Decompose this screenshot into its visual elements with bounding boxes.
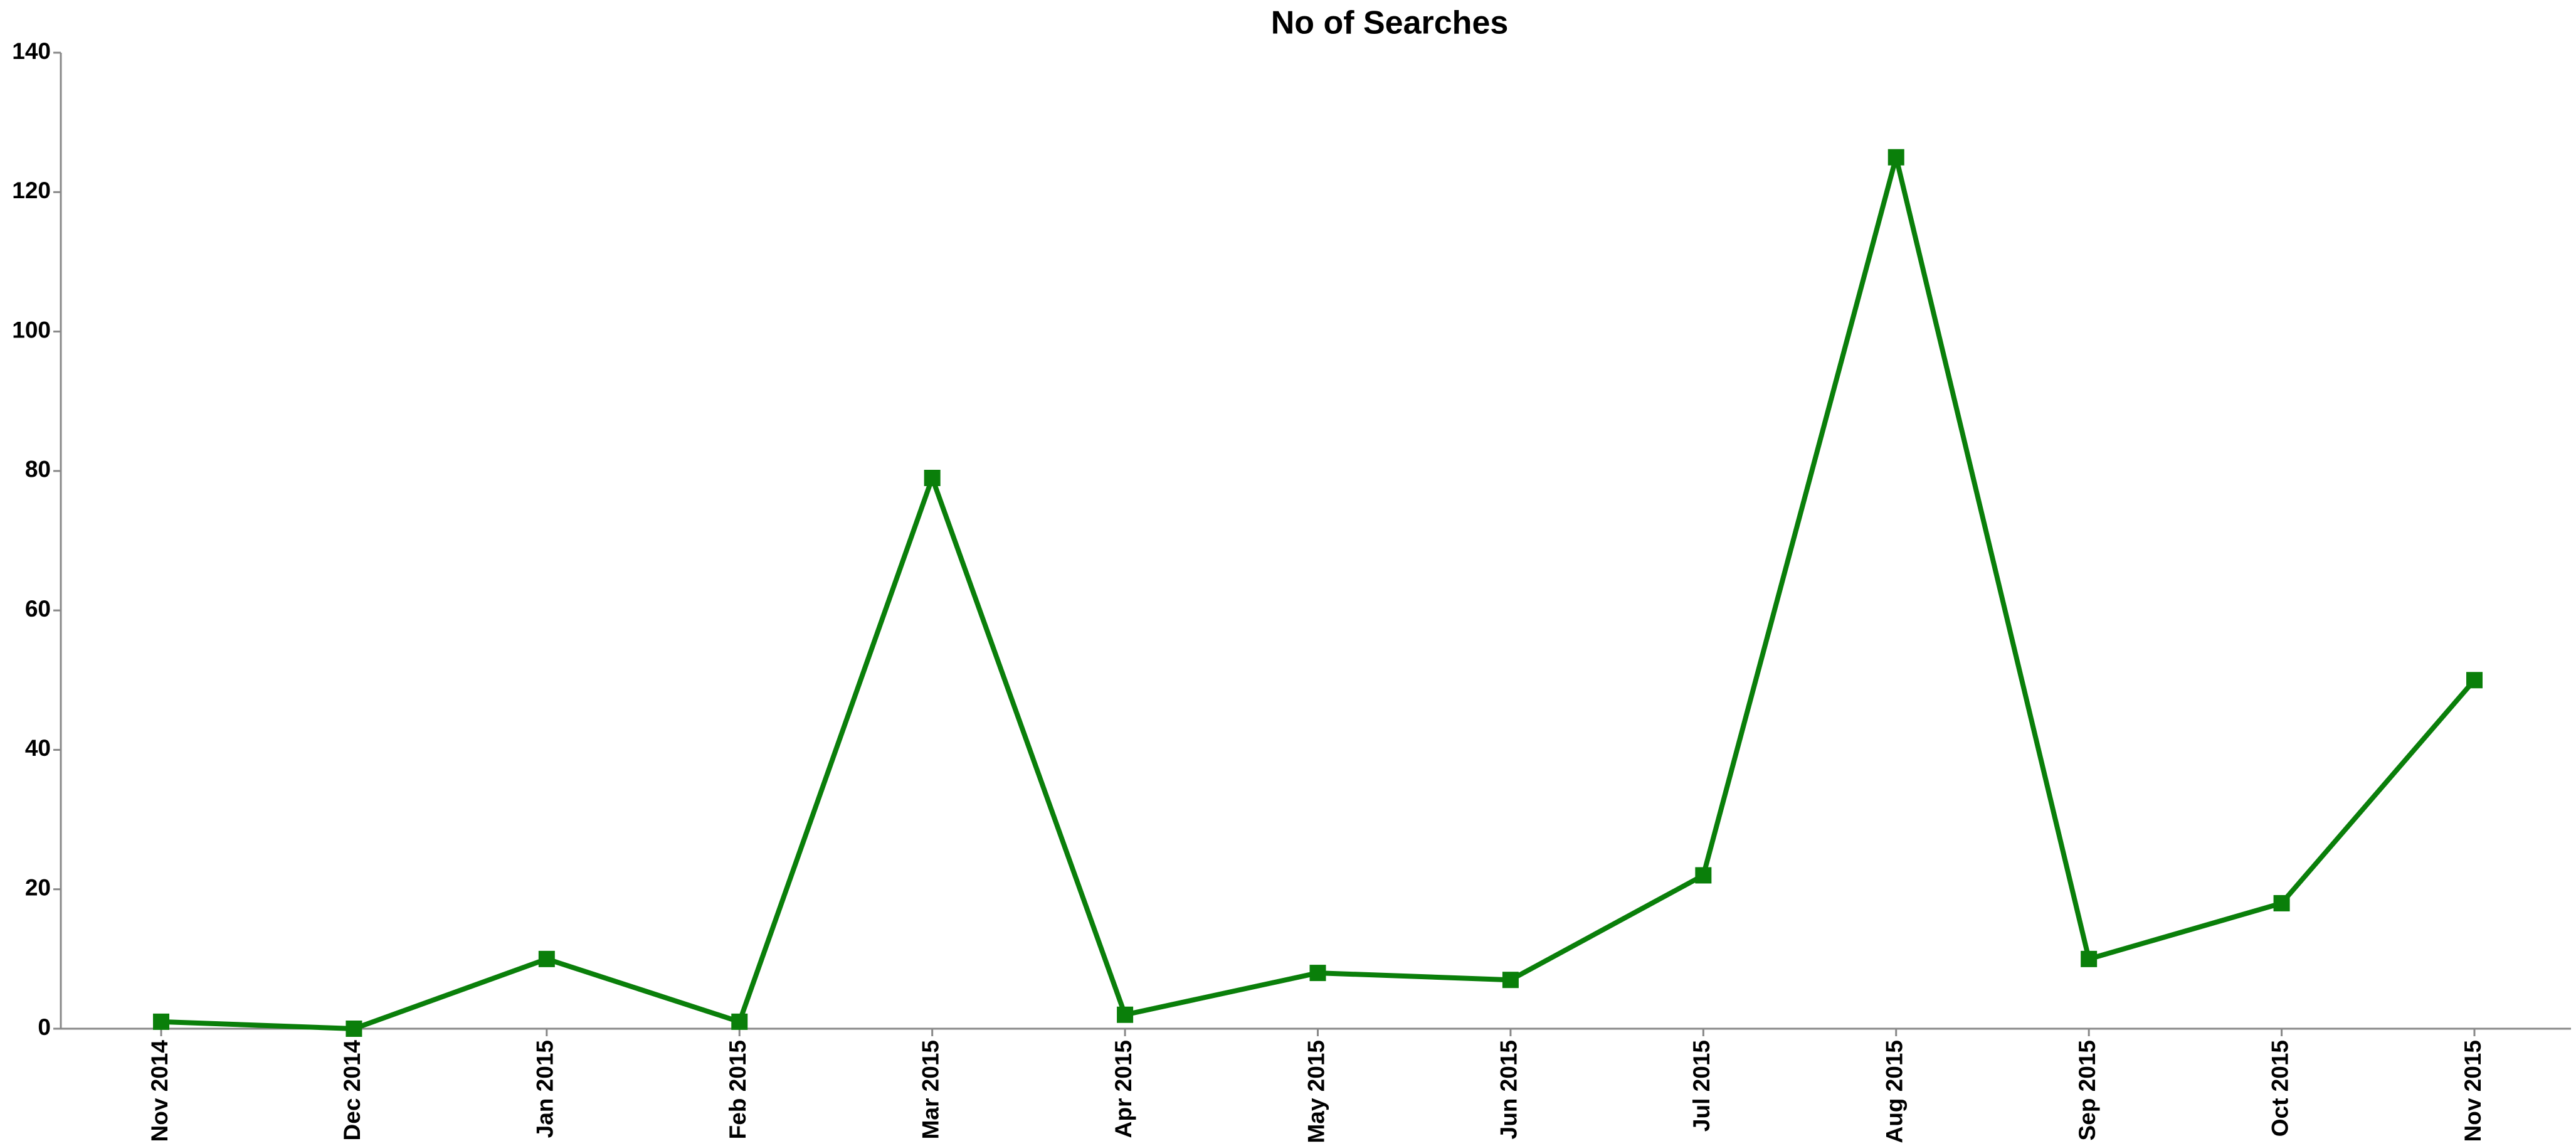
data-marker bbox=[153, 1013, 169, 1030]
data-marker bbox=[2466, 672, 2483, 689]
data-marker bbox=[731, 1013, 748, 1030]
y-tick-label: 60 bbox=[25, 596, 51, 622]
chart-title: No of Searches bbox=[1271, 5, 1509, 41]
data-marker bbox=[538, 950, 555, 967]
data-marker bbox=[1502, 972, 1519, 989]
y-tick-label: 80 bbox=[25, 457, 51, 482]
x-tick-label: Jun 2015 bbox=[1496, 1040, 1522, 1139]
x-tick-label: Feb 2015 bbox=[725, 1040, 751, 1139]
y-tick-label: 100 bbox=[12, 317, 51, 342]
x-tick-label: Mar 2015 bbox=[917, 1040, 943, 1139]
y-tick-label: 20 bbox=[25, 874, 51, 900]
x-tick-label: Apr 2015 bbox=[1111, 1040, 1136, 1138]
x-tick-label: Aug 2015 bbox=[1882, 1040, 1908, 1143]
x-tick-label: Jul 2015 bbox=[1689, 1040, 1714, 1132]
series-line bbox=[161, 154, 2477, 1031]
x-tick-label: Oct 2015 bbox=[2267, 1040, 2293, 1137]
x-tick-label: Sep 2015 bbox=[2074, 1040, 2100, 1140]
data-marker bbox=[924, 469, 941, 486]
y-tick-label: 0 bbox=[38, 1014, 51, 1040]
data-marker bbox=[2081, 950, 2098, 967]
x-tick-label: Jan 2015 bbox=[532, 1040, 558, 1138]
data-marker bbox=[346, 1021, 362, 1037]
data-marker bbox=[1309, 965, 1326, 982]
x-tick-label: Nov 2015 bbox=[2460, 1040, 2486, 1142]
x-tick-label: Dec 2014 bbox=[339, 1040, 365, 1141]
y-tick-label: 140 bbox=[12, 38, 51, 64]
y-tick-label: 40 bbox=[25, 735, 51, 761]
data-marker bbox=[1887, 149, 1904, 166]
x-tick-label: Nov 2014 bbox=[147, 1040, 172, 1142]
data-marker bbox=[1117, 1006, 1134, 1023]
y-tick-label: 120 bbox=[12, 178, 51, 203]
x-tick-label: May 2015 bbox=[1303, 1040, 1329, 1143]
data-marker bbox=[1695, 867, 1712, 884]
data-marker bbox=[2273, 894, 2290, 911]
